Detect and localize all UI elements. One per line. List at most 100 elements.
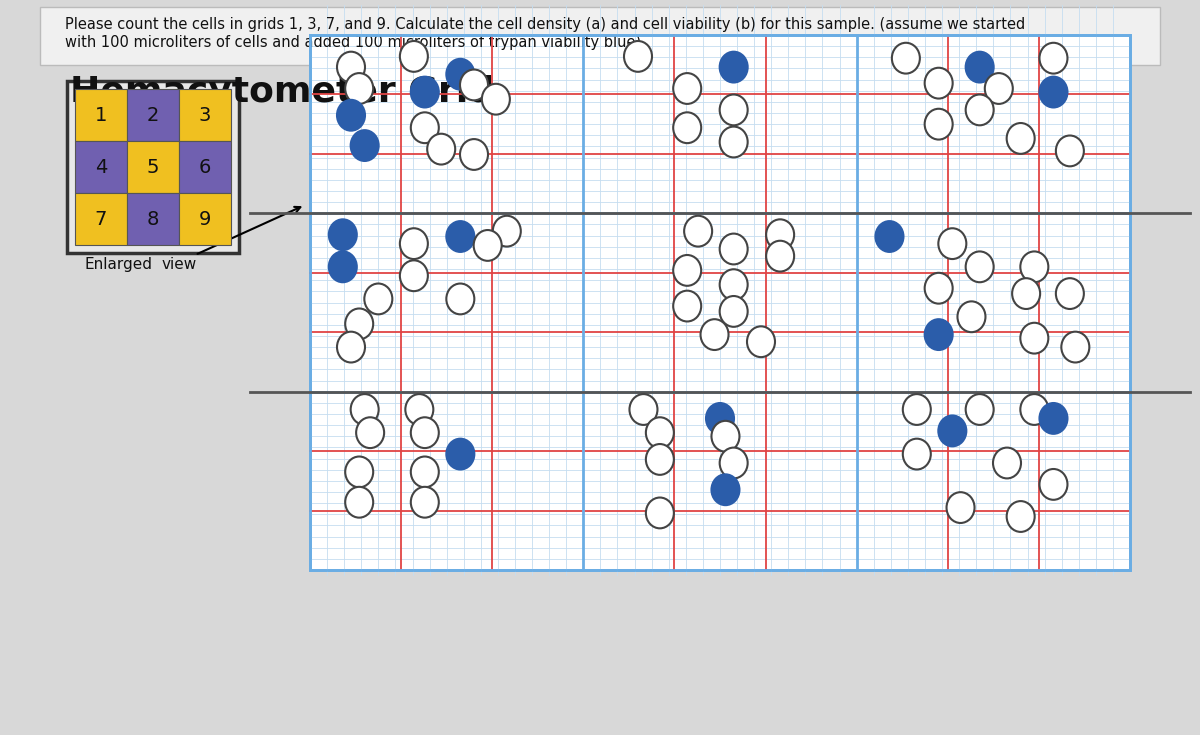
Bar [127,89,179,141]
Ellipse shape [410,456,439,487]
Ellipse shape [1056,278,1084,309]
Ellipse shape [1039,76,1068,107]
Ellipse shape [1012,278,1040,309]
Ellipse shape [1007,501,1034,532]
Ellipse shape [400,260,428,291]
Ellipse shape [673,290,701,321]
Ellipse shape [720,51,748,82]
Bar [179,89,230,141]
Ellipse shape [766,219,794,250]
Ellipse shape [684,216,712,246]
Text: 9: 9 [199,209,211,229]
Ellipse shape [337,100,365,131]
Ellipse shape [346,309,373,340]
Ellipse shape [474,230,502,261]
Ellipse shape [460,139,488,170]
Ellipse shape [406,394,433,425]
Ellipse shape [1020,251,1049,282]
Ellipse shape [337,51,365,82]
Ellipse shape [1039,43,1068,74]
Ellipse shape [646,498,674,528]
Ellipse shape [938,229,966,259]
Text: Enlarged: Enlarged [85,257,154,272]
Ellipse shape [329,219,356,250]
Ellipse shape [876,221,904,252]
Ellipse shape [493,216,521,246]
Ellipse shape [460,70,488,101]
Ellipse shape [1039,403,1068,434]
Ellipse shape [446,221,474,252]
Ellipse shape [427,134,455,165]
Ellipse shape [966,51,994,82]
Text: 7: 7 [95,209,107,229]
Ellipse shape [410,487,439,517]
Bar [74,89,127,141]
Ellipse shape [646,444,674,475]
Ellipse shape [1020,394,1049,425]
Ellipse shape [446,439,474,470]
Ellipse shape [673,112,701,143]
Text: view: view [162,257,197,272]
Ellipse shape [1039,469,1068,500]
Ellipse shape [712,474,739,505]
Ellipse shape [410,417,439,448]
Ellipse shape [337,331,365,362]
Ellipse shape [925,319,953,350]
Ellipse shape [966,251,994,282]
Ellipse shape [902,439,931,470]
Ellipse shape [446,284,474,315]
Ellipse shape [346,73,373,104]
Ellipse shape [712,421,739,451]
Ellipse shape [902,394,931,425]
Ellipse shape [720,448,748,478]
Ellipse shape [350,130,379,161]
Text: 6: 6 [199,157,211,176]
Ellipse shape [630,394,658,425]
Ellipse shape [673,255,701,286]
Ellipse shape [673,73,701,104]
Ellipse shape [766,241,794,271]
Ellipse shape [938,415,966,446]
Text: 8: 8 [146,209,160,229]
Text: 1: 1 [95,106,107,124]
Text: Hemacytometer Grid: Hemacytometer Grid [70,75,494,109]
Bar [74,89,230,245]
Ellipse shape [346,456,373,487]
Ellipse shape [356,417,384,448]
Ellipse shape [985,73,1013,104]
Ellipse shape [400,229,428,259]
Ellipse shape [446,59,474,90]
Text: with 100 microliters of cells and added 100 microliters of trypan viability blue: with 100 microliters of cells and added … [65,35,646,50]
Ellipse shape [329,251,356,282]
Bar [179,141,230,193]
Ellipse shape [966,394,994,425]
Bar [74,193,127,245]
Ellipse shape [925,273,953,304]
Ellipse shape [1020,323,1049,354]
Ellipse shape [365,284,392,315]
Ellipse shape [1061,331,1090,362]
Text: 2: 2 [146,106,160,124]
Ellipse shape [346,487,373,517]
Ellipse shape [624,41,652,72]
Ellipse shape [1056,135,1084,166]
Ellipse shape [925,109,953,140]
Bar [127,193,179,245]
Ellipse shape [482,84,510,115]
Text: 3: 3 [199,106,211,124]
Ellipse shape [706,403,734,434]
Ellipse shape [646,417,674,448]
Bar [40,7,1160,65]
Ellipse shape [1007,123,1034,154]
Text: 4: 4 [95,157,107,176]
Text: Please count the cells in grids 1, 3, 7, and 9. Calculate the cell density (a) a: Please count the cells in grids 1, 3, 7,… [65,17,1025,32]
Ellipse shape [720,269,748,300]
Ellipse shape [720,126,748,157]
Ellipse shape [400,41,428,72]
Ellipse shape [746,326,775,357]
Bar [310,35,1130,570]
Bar [179,193,230,245]
Bar [67,81,239,253]
Ellipse shape [958,301,985,332]
Ellipse shape [720,296,748,327]
